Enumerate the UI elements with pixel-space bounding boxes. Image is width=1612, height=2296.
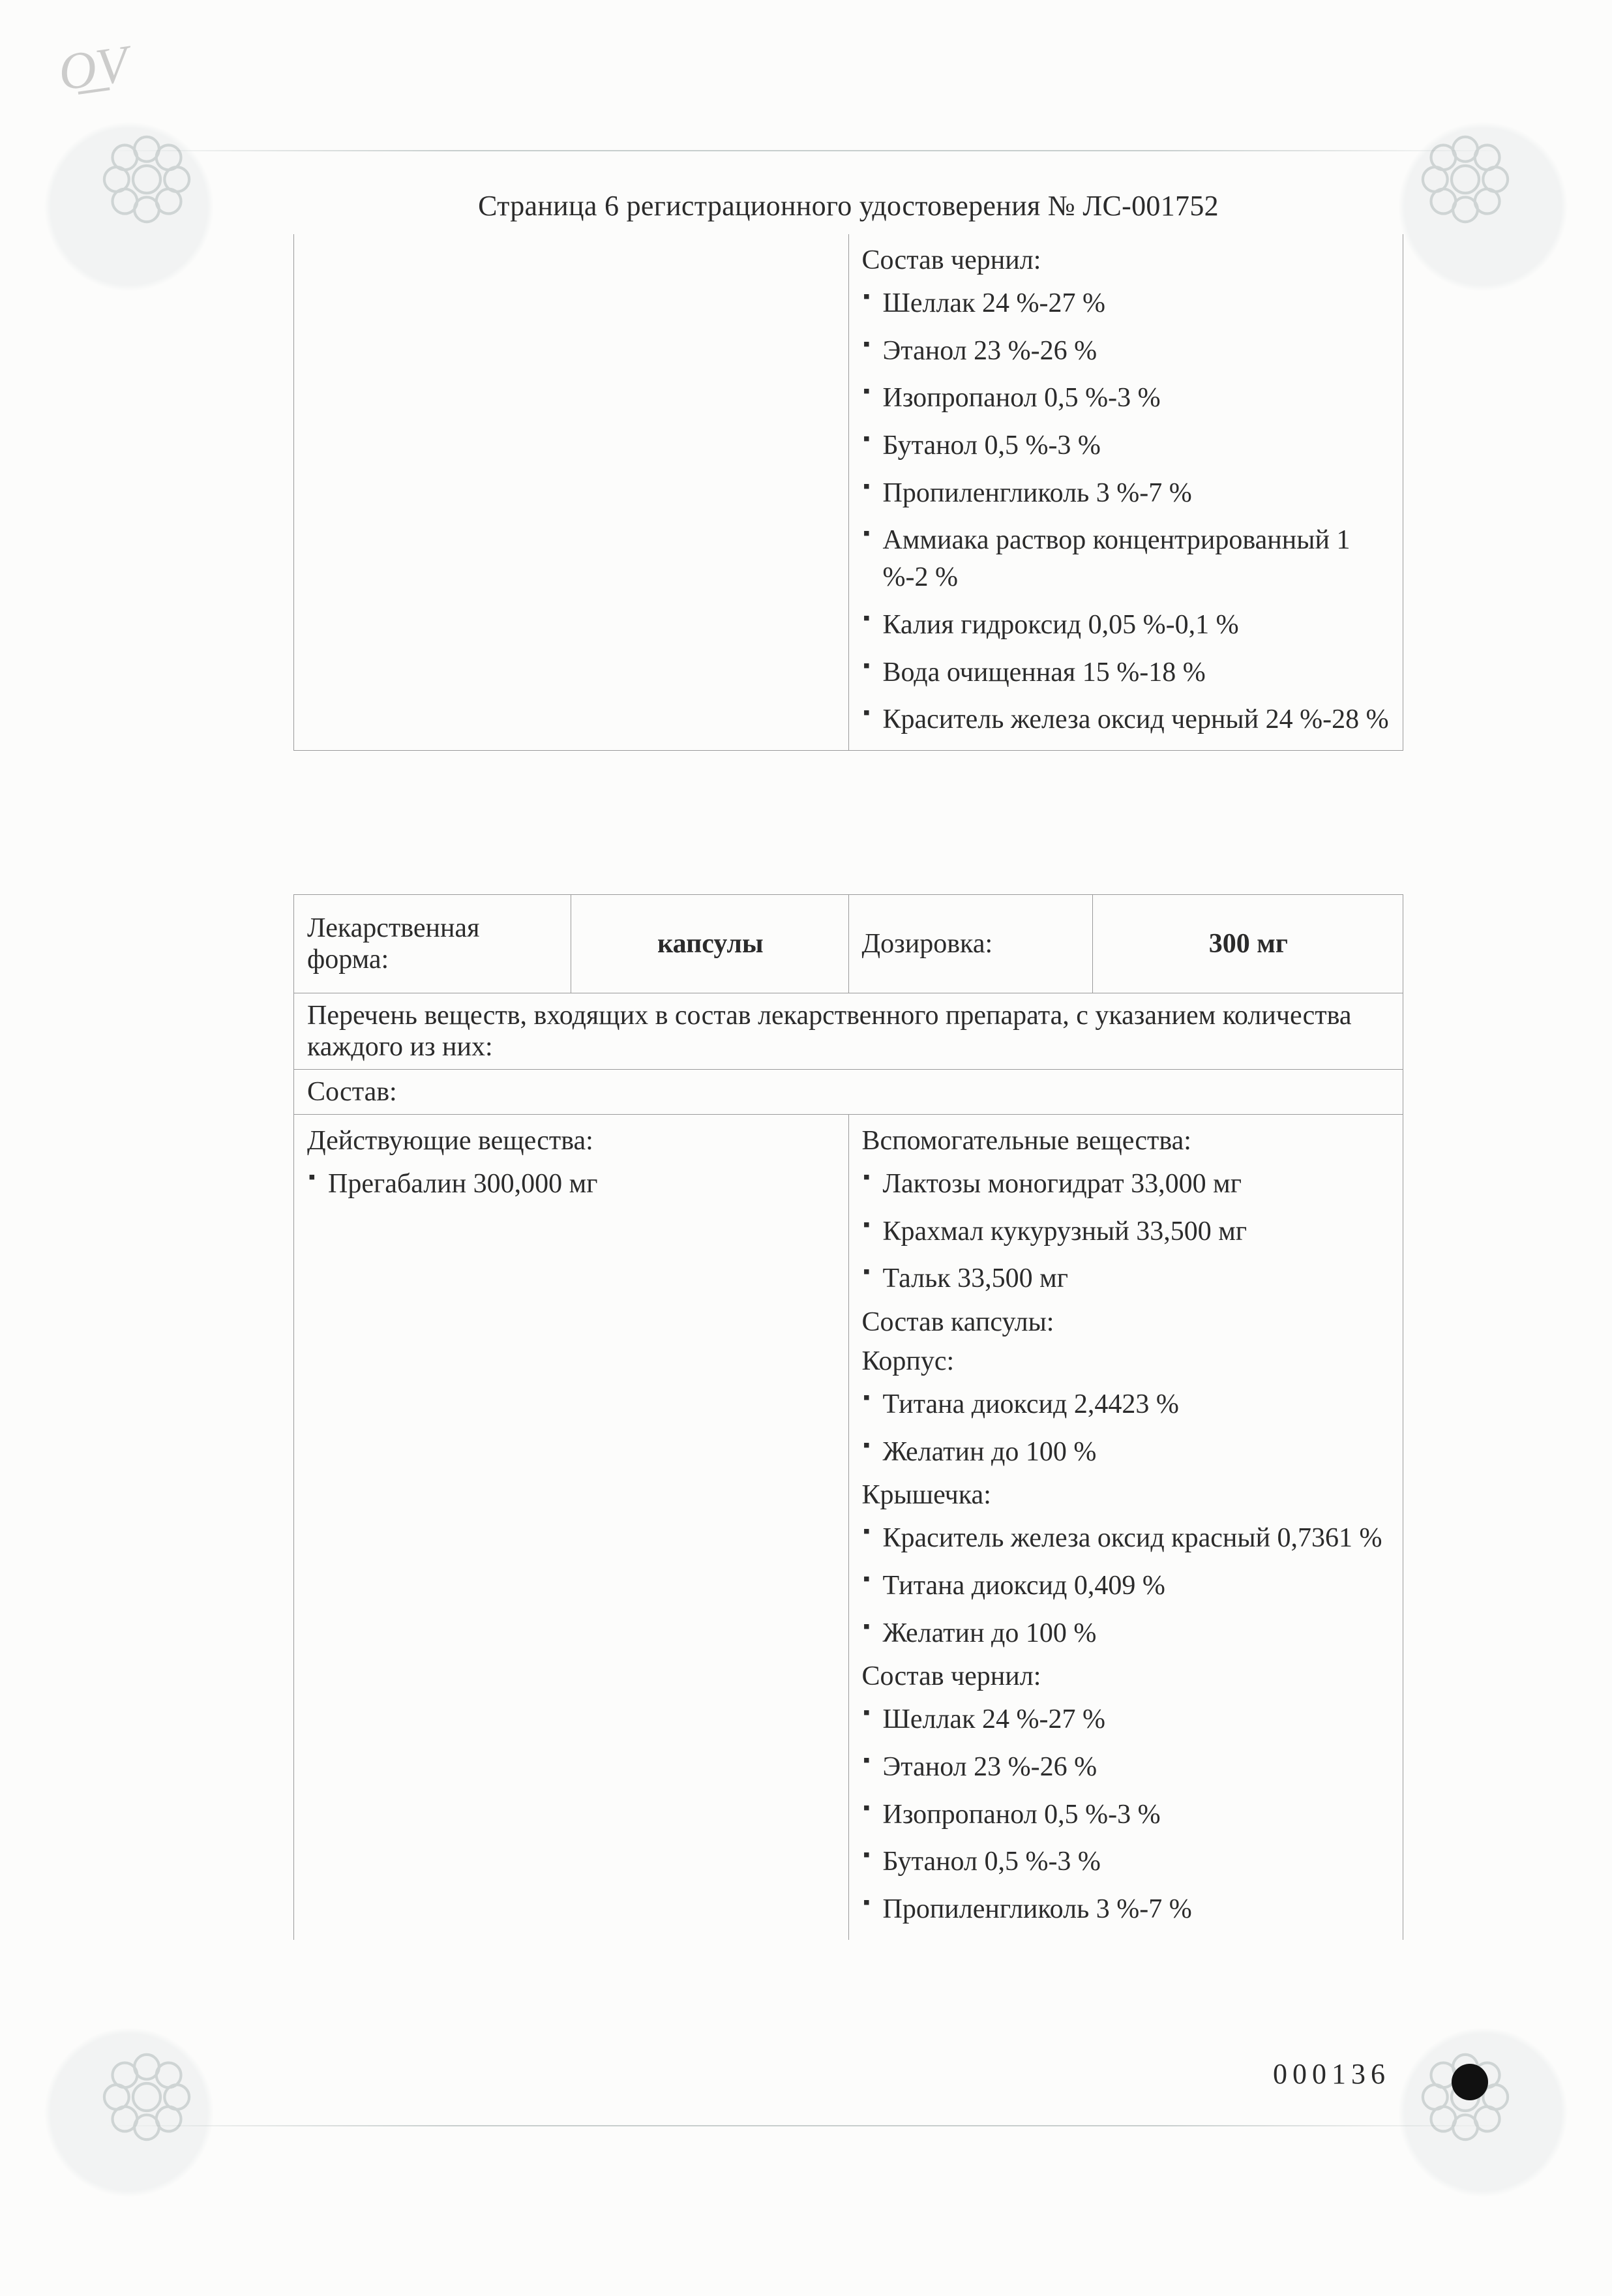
list-item: Желатин до 100 % xyxy=(862,1428,1392,1476)
ornament-icon xyxy=(78,2029,215,2166)
list-item: Бутанол 0,5 %-3 % xyxy=(862,1838,1392,1886)
list-item: Тальк 33,500 мг xyxy=(862,1255,1392,1303)
aux-label: Вспомогательные вещества: xyxy=(862,1121,1392,1160)
dose-value: 300 мг xyxy=(1092,894,1403,993)
list-item: Пропиленгликоль 3 %-7 % xyxy=(862,1886,1392,1933)
page: O͟V Страница 6 регистрационного удостове… xyxy=(0,0,1612,2296)
list-item: Аммиака раствор концентрированный 1 %-2 … xyxy=(862,517,1392,601)
list-item: Крахмал кукурузный 33,500 мг xyxy=(862,1208,1392,1256)
page-number: 000136 xyxy=(1273,2057,1390,2091)
border-rule-bottom xyxy=(104,2125,1508,2126)
composition-table-continued: Состав чернил: Шеллак 24 %-27 %Этанол 23… xyxy=(293,234,1403,751)
aux-cell: Вспомогательные вещества: Лактозы моноги… xyxy=(848,1114,1403,1939)
composition-label: Состав: xyxy=(294,1069,1403,1114)
list-item: Титана диоксид 0,409 % xyxy=(862,1562,1392,1610)
active-label: Действующие вещества: xyxy=(307,1121,837,1160)
ink-heading-2: Состав чернил: xyxy=(862,1657,1392,1696)
list-item: Вода очищенная 15 %-18 % xyxy=(862,649,1392,697)
list-item: Этанол 23 %-26 % xyxy=(862,1744,1392,1791)
ornament-icon xyxy=(78,111,215,248)
list-item: Пропиленгликоль 3 %-7 % xyxy=(862,470,1392,517)
list-item: Шеллак 24 %-27 % xyxy=(862,280,1392,327)
list-item: Изопропанол 0,5 %-3 % xyxy=(862,1791,1392,1839)
list-item: Краситель железа оксид красный 0,7361 % xyxy=(862,1515,1392,1562)
capsule-heading: Состав капсулы: xyxy=(862,1303,1392,1342)
table-cell-empty xyxy=(294,234,849,750)
list-item: Краситель железа оксид черный 24 %-28 % xyxy=(862,696,1392,744)
body-list: Титана диоксид 2,4423 %Желатин до 100 % xyxy=(862,1381,1392,1475)
dosage-table: Лекарственная форма: капсулы Дозировка: … xyxy=(293,894,1403,1940)
active-list: Прегабалин 300,000 мг xyxy=(307,1160,837,1208)
cap-heading: Крышечка: xyxy=(862,1475,1392,1515)
list-intro: Перечень веществ, входящих в состав лека… xyxy=(294,993,1403,1069)
form-label: Лекарственная форма: xyxy=(294,894,571,993)
table-cell-ink: Состав чернил: Шеллак 24 %-27 %Этанол 23… xyxy=(848,234,1403,750)
body-heading: Корпус: xyxy=(862,1342,1392,1381)
cap-list: Краситель железа оксид красный 0,7361 %Т… xyxy=(862,1515,1392,1657)
spacer xyxy=(293,751,1403,894)
ink-list-2: Шеллак 24 %-27 %Этанол 23 %-26 %Изопропа… xyxy=(862,1696,1392,1933)
ink-list: Шеллак 24 %-27 %Этанол 23 %-26 %Изопропа… xyxy=(862,280,1392,744)
dose-label: Дозировка: xyxy=(848,894,1092,993)
punch-dot-icon xyxy=(1452,2064,1488,2100)
content-area: Страница 6 регистрационного удостоверени… xyxy=(293,189,1403,1940)
handwritten-mark: O͟V xyxy=(55,35,132,103)
active-cell: Действующие вещества: Прегабалин 300,000… xyxy=(294,1114,849,1939)
list-item: Лактозы моногидрат 33,000 мг xyxy=(862,1160,1392,1208)
list-item: Желатин до 100 % xyxy=(862,1610,1392,1657)
ink-heading: Состав чернил: xyxy=(862,241,1392,280)
list-item: Этанол 23 %-26 % xyxy=(862,327,1392,375)
list-item: Калия гидроксид 0,05 %-0,1 % xyxy=(862,601,1392,649)
list-item: Изопропанол 0,5 %-3 % xyxy=(862,374,1392,422)
border-rule-top xyxy=(104,150,1508,151)
list-item: Прегабалин 300,000 мг xyxy=(307,1160,837,1208)
page-title: Страница 6 регистрационного удостоверени… xyxy=(293,189,1403,222)
ornament-icon xyxy=(1397,111,1534,248)
list-item: Титана диоксид 2,4423 % xyxy=(862,1381,1392,1428)
list-item: Шеллак 24 %-27 % xyxy=(862,1696,1392,1744)
form-value: капсулы xyxy=(571,894,848,993)
list-item: Бутанол 0,5 %-3 % xyxy=(862,422,1392,470)
aux-list: Лактозы моногидрат 33,000 мгКрахмал куку… xyxy=(862,1160,1392,1303)
